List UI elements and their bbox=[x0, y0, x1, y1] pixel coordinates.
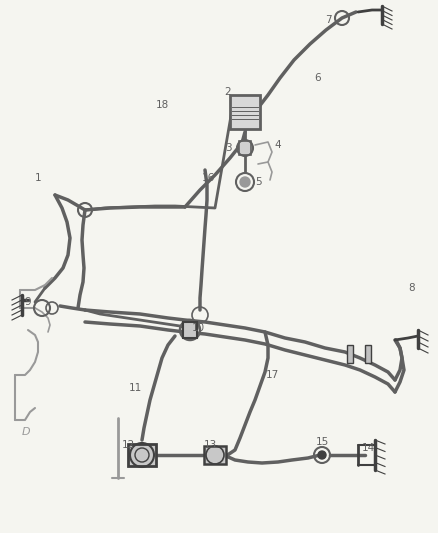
Text: 9: 9 bbox=[25, 297, 31, 307]
Text: 15: 15 bbox=[315, 437, 328, 447]
Bar bbox=[230, 95, 260, 129]
Text: D: D bbox=[22, 427, 31, 437]
Bar bbox=[183, 322, 197, 338]
Text: 10: 10 bbox=[191, 323, 205, 333]
Bar bbox=[365, 345, 371, 363]
Text: 13: 13 bbox=[203, 440, 217, 450]
Text: 11: 11 bbox=[128, 383, 141, 393]
Text: 16: 16 bbox=[201, 173, 215, 183]
Text: 17: 17 bbox=[265, 370, 279, 380]
Text: 12: 12 bbox=[121, 440, 134, 450]
Bar bbox=[128, 444, 156, 466]
Circle shape bbox=[240, 177, 250, 187]
Text: 2: 2 bbox=[225, 87, 231, 97]
Text: 4: 4 bbox=[275, 140, 281, 150]
Text: 7: 7 bbox=[325, 15, 331, 25]
Text: 5: 5 bbox=[254, 177, 261, 187]
Text: 3: 3 bbox=[225, 143, 231, 153]
Text: 1: 1 bbox=[35, 173, 41, 183]
Text: 14: 14 bbox=[361, 443, 374, 453]
Text: 6: 6 bbox=[314, 73, 321, 83]
Circle shape bbox=[318, 451, 326, 459]
Text: 8: 8 bbox=[409, 283, 415, 293]
Bar bbox=[204, 446, 226, 464]
Bar bbox=[239, 141, 251, 155]
Bar bbox=[347, 345, 353, 363]
Text: 18: 18 bbox=[155, 100, 169, 110]
